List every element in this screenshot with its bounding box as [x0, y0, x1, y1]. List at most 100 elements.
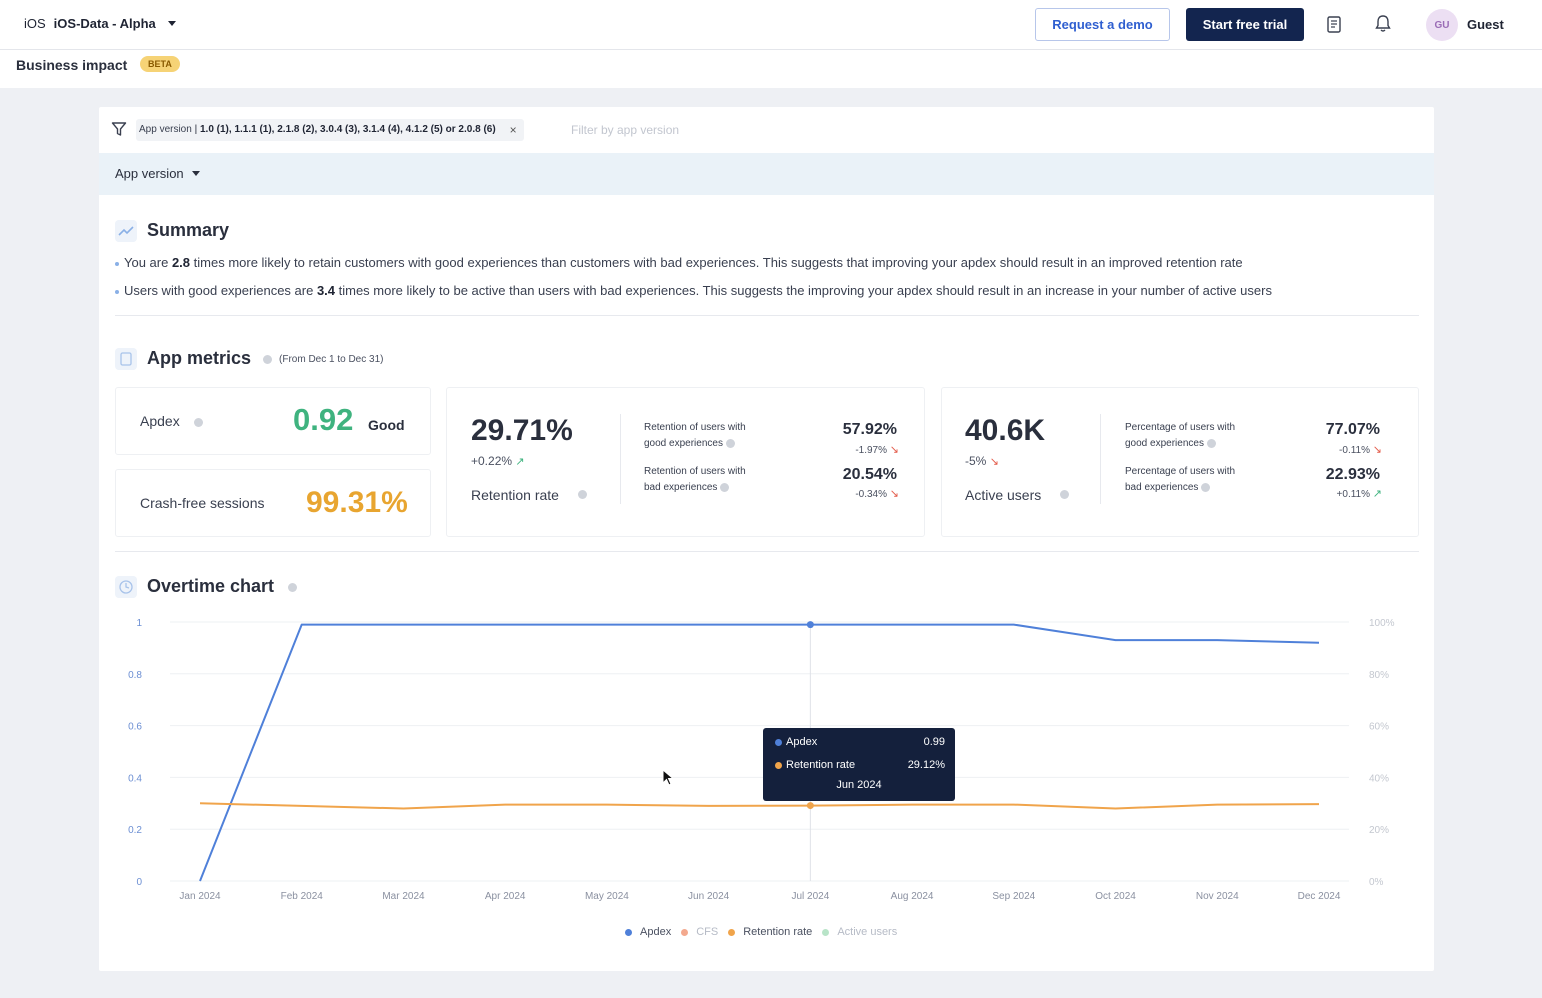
x-tick-label: May 2024 — [585, 891, 629, 902]
bell-icon[interactable] — [1374, 14, 1392, 33]
divider — [115, 551, 1419, 552]
group-by-dropdown[interactable]: App version — [115, 166, 200, 181]
info-icon[interactable] — [288, 583, 297, 592]
x-tick-label: Oct 2024 — [1095, 891, 1136, 902]
info-icon[interactable] — [578, 490, 587, 499]
bullet-icon — [115, 289, 119, 294]
info-icon[interactable] — [720, 482, 730, 492]
beta-badge: BETA — [140, 56, 180, 72]
series-line-retention-rate — [199, 802, 1320, 810]
active-users-delta: -5% ↘ — [965, 454, 999, 468]
active-bad-value: 22.93% — [1325, 466, 1380, 483]
chart-tooltip: Apdex 0.99 Retention rate 29.12% Jun 202… — [763, 728, 955, 801]
info-icon[interactable] — [1060, 490, 1069, 499]
platform-label: iOS — [24, 16, 46, 31]
chip-key: App version — [139, 124, 192, 135]
crash-free-card: Crash-free sessions 99.31% — [115, 469, 431, 537]
x-tick-label: Apr 2024 — [485, 891, 526, 902]
legend-dot-icon — [728, 928, 736, 936]
x-tick-label: Sep 2024 — [992, 891, 1035, 902]
info-icon[interactable] — [725, 438, 735, 448]
divider — [115, 315, 1419, 316]
x-tick-label: Jul 2024 — [791, 891, 829, 902]
active-users-card: 40.6K -5% ↘ Active users Percentage of u… — [941, 387, 1419, 537]
active-users-label: Active users — [965, 487, 1042, 503]
series-point-retention-rate — [806, 802, 814, 810]
crash-free-label: Crash-free sessions — [140, 495, 265, 511]
top-bar: iOS iOS-Data - Alpha Request a demo Star… — [0, 0, 1542, 50]
legend-item-apdex[interactable]: Apdex — [625, 926, 671, 938]
y-tick-right: 100% — [1369, 618, 1395, 629]
apdex-value: 0.92 — [293, 402, 354, 437]
active-users-value: 40.6K — [965, 414, 1046, 447]
legend-dot-icon — [822, 928, 830, 936]
y-tick-left: 0.2 — [128, 825, 142, 836]
app-switcher[interactable]: iOS iOS-Data - Alpha — [24, 16, 176, 31]
start-free-trial-button[interactable]: Start free trial — [1186, 8, 1304, 41]
filter-chip-app-version[interactable]: App version | 1.0 (1), 1.1.1 (1), 2.1.8 … — [136, 119, 524, 141]
info-icon[interactable] — [1206, 438, 1216, 448]
chip-value: 1.0 (1), 1.1.1 (1), 2.1.8 (2), 3.0.4 (3)… — [199, 124, 496, 135]
y-tick-left: 1 — [136, 618, 142, 629]
retention-delta: +0.22% ↗ — [471, 454, 525, 468]
group-by-label: App version — [115, 166, 184, 181]
request-demo-button[interactable]: Request a demo — [1035, 8, 1170, 41]
divider — [620, 414, 621, 504]
summary-item: Users with good experiences are 3.4 time… — [115, 283, 1272, 298]
close-icon[interactable]: × — [509, 123, 517, 137]
series-line-apdex — [199, 623, 1320, 882]
retention-good-label: Retention of users with good experiences — [644, 422, 746, 449]
user-name[interactable]: Guest — [1467, 17, 1504, 32]
app-name: iOS-Data - Alpha — [53, 16, 156, 31]
arrow-up-icon: ↗ — [515, 456, 525, 468]
info-icon[interactable] — [1201, 482, 1211, 492]
filter-icon[interactable] — [111, 121, 127, 137]
bullet-icon — [115, 261, 119, 266]
crash-free-value: 99.31% — [306, 486, 408, 519]
overtime-chart-title: Overtime chart — [147, 576, 275, 596]
active-good-value: 77.07% — [1325, 421, 1380, 438]
chevron-down-icon — [167, 21, 176, 26]
x-tick-label: Mar 2024 — [382, 891, 425, 902]
legend-dot-icon — [681, 928, 689, 936]
retention-bad-value: 20.54% — [842, 466, 897, 483]
retention-good-value: 57.92% — [842, 421, 897, 438]
y-tick-right: 0% — [1369, 877, 1384, 888]
x-tick-label: Aug 2024 — [891, 891, 934, 902]
tooltip-date: Jun 2024 — [836, 779, 882, 791]
retention-dot-icon — [775, 761, 782, 769]
arrow-down-icon: ↘ — [1372, 444, 1382, 456]
arrow-down-icon: ↘ — [889, 488, 899, 500]
apdex-card: Apdex 0.92 Good — [115, 387, 431, 455]
divider — [1100, 414, 1101, 504]
arrow-up-icon: ↗ — [1372, 488, 1382, 500]
y-tick-left: 0.6 — [128, 722, 142, 733]
info-icon[interactable] — [194, 418, 203, 427]
legend-item-cfs[interactable]: CFS — [681, 926, 718, 938]
arrow-down-icon: ↘ — [989, 456, 999, 468]
info-icon[interactable] — [263, 355, 272, 364]
metrics-icon — [115, 348, 137, 370]
overtime-chart[interactable]: 0 0% 0.2 20% 0.4 40% 0.6 60% 0.8 80% 1 100% Jan 2024… — [99, 107, 1434, 971]
document-icon[interactable] — [1327, 16, 1341, 33]
filter-input[interactable]: Filter by app version — [571, 123, 680, 137]
group-by-row: App version — [99, 153, 1434, 195]
retention-label: Retention rate — [471, 487, 559, 503]
y-tick-right: 20% — [1369, 825, 1389, 836]
retention-value: 29.71% — [471, 414, 573, 447]
summary-item: You are 2.8 times more likely to retain … — [115, 255, 1243, 270]
chevron-down-icon — [191, 171, 200, 176]
x-tick-label: Jun 2024 — [688, 891, 730, 902]
y-tick-right: 60% — [1369, 722, 1389, 733]
chip-operator: | — [194, 124, 198, 135]
apdex-dot-icon — [775, 738, 782, 746]
retention-bad-delta: -0.34% ↘ — [855, 488, 899, 500]
active-bad-delta: +0.11% ↗ — [1336, 488, 1382, 500]
clock-icon — [115, 576, 137, 598]
retention-card: 29.71% +0.22% ↗ Retention rate Retention… — [446, 387, 925, 537]
legend-item-active-users[interactable]: Active users — [822, 926, 897, 938]
summary-title: Summary — [147, 220, 230, 240]
legend-dot-icon — [625, 928, 632, 936]
legend-item-retention[interactable]: Retention rate — [728, 926, 812, 938]
avatar[interactable]: GU — [1426, 9, 1458, 41]
